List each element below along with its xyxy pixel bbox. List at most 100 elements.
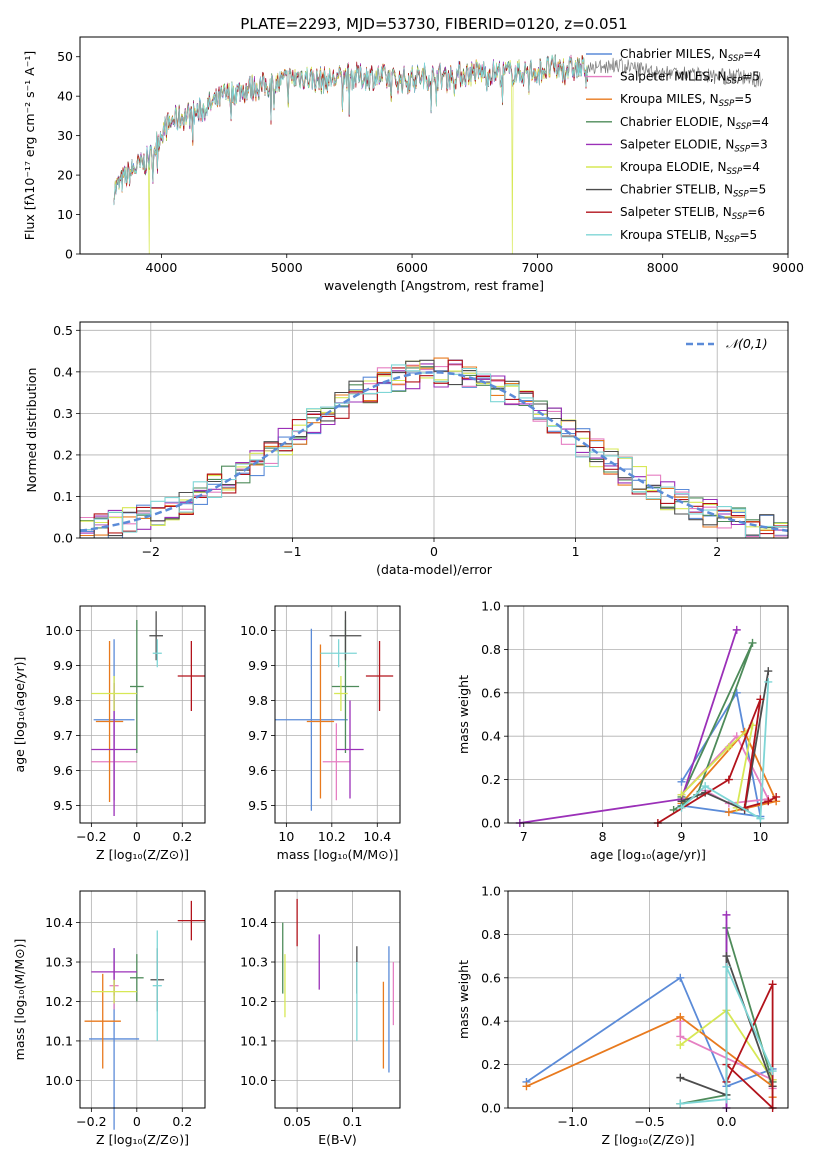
age_vs_mass-marks bbox=[275, 611, 394, 811]
y-tick-label: 0.0 bbox=[481, 1101, 501, 1116]
y-tick-label: 0.8 bbox=[481, 642, 501, 657]
axes-frame bbox=[79, 890, 206, 1109]
weight-point-marker bbox=[772, 792, 781, 801]
error-bar-point bbox=[177, 900, 205, 941]
weight-series-line bbox=[680, 681, 770, 821]
mass_vs_ebv-marks bbox=[282, 898, 395, 1073]
weight-point-marker bbox=[701, 782, 710, 791]
x-tick-label: −0.2 bbox=[76, 829, 106, 844]
weight_vs_Z-marks bbox=[522, 910, 777, 1112]
y-tick-label: 9.6 bbox=[248, 763, 268, 778]
error-bar-point bbox=[365, 641, 394, 711]
age_vs_Z-marks bbox=[91, 611, 205, 816]
y-tick-label: 9.9 bbox=[248, 658, 268, 673]
weight-point-marker bbox=[722, 1095, 731, 1104]
y-tick-label: 0.4 bbox=[481, 729, 501, 744]
weight_vs_age-marks bbox=[515, 625, 781, 827]
weight-point-marker bbox=[677, 803, 686, 812]
legend-entry: Kroupa STELIB, NSSP=5 bbox=[620, 228, 757, 245]
y-tick-label: 9.5 bbox=[248, 798, 268, 813]
y-tick-label: 0.6 bbox=[481, 685, 501, 700]
axes-frame bbox=[274, 605, 401, 824]
weight-series-line bbox=[725, 983, 774, 1111]
y-tick-label: 0.2 bbox=[481, 772, 501, 787]
error-bar-point bbox=[95, 641, 124, 802]
weight-point-marker bbox=[676, 1099, 685, 1108]
error-bar-point bbox=[334, 676, 348, 711]
axes-frame bbox=[79, 36, 789, 255]
weight-point-marker bbox=[676, 1073, 685, 1082]
y-axis-label: mass weight bbox=[456, 960, 471, 1039]
histogram-series bbox=[80, 363, 788, 539]
axes-frame bbox=[507, 890, 789, 1109]
weight-point-marker bbox=[722, 962, 731, 971]
error-bar-point bbox=[130, 954, 144, 1002]
y-tick-label: 9.9 bbox=[53, 658, 73, 673]
x-tick-label: 0 bbox=[133, 1114, 141, 1129]
y-tick-label: 10.4 bbox=[240, 915, 268, 930]
error-bar-point bbox=[322, 723, 350, 801]
weight-point-marker bbox=[768, 1067, 777, 1076]
weight-point-marker bbox=[522, 1082, 531, 1091]
age_vs_Z-panel: −0.2 0 0.2 9.5 9.6 9.7 9.8 9.9 10.0 Z [log₁₀(Z/Z⊙… bbox=[12, 605, 206, 862]
y-tick-label: 9.7 bbox=[248, 728, 268, 743]
x-tick-label: 0 bbox=[133, 829, 141, 844]
figure-title: PLATE=2293, MJD=53730, FIBERID=0120, z=0… bbox=[240, 15, 627, 33]
y-tick-label: 0.0 bbox=[481, 816, 501, 831]
weight-series-line bbox=[680, 730, 778, 813]
residuals-marks bbox=[79, 357, 789, 539]
y-tick-label: 9.6 bbox=[53, 763, 73, 778]
legend-entry: Chabrier STELIB, NSSP=5 bbox=[620, 183, 766, 200]
y-tick-label: 0.4 bbox=[53, 364, 73, 379]
axes-frame bbox=[274, 890, 401, 1109]
legend-entry: Salpeter ELODIE, NSSP=3 bbox=[620, 137, 768, 154]
x-tick-label: 7000 bbox=[521, 260, 553, 275]
weight-point-marker bbox=[722, 952, 731, 961]
error-bar-point bbox=[275, 628, 348, 811]
x-tick-label: 8 bbox=[599, 829, 607, 844]
y-tick-label: 10.3 bbox=[240, 955, 268, 970]
normal-reference-curve bbox=[79, 371, 789, 532]
y-tick-label: 10.0 bbox=[240, 1073, 268, 1088]
x-tick-label: 10.2 bbox=[318, 829, 346, 844]
weight_vs_Z-panel: −1.0 −0.5 0.0 0.0 0.2 0.4 0.6 0.8 1.0 Z [log₁₀(Z/… bbox=[456, 884, 789, 1147]
y-tick-label: 1.0 bbox=[481, 884, 501, 899]
axes-frame bbox=[79, 605, 206, 824]
weight-point-marker bbox=[724, 775, 733, 784]
error-bar-point bbox=[91, 676, 137, 711]
x-tick-label: 10.4 bbox=[363, 829, 391, 844]
x-tick-label: 10 bbox=[752, 829, 768, 844]
axes-frame bbox=[507, 605, 789, 824]
y-tick-label: 0 bbox=[65, 247, 73, 262]
weight-point-marker bbox=[676, 973, 685, 982]
weight-point-marker bbox=[764, 667, 773, 676]
error-bar-point bbox=[177, 641, 205, 711]
weight-series-line bbox=[525, 976, 773, 1088]
weight-series-line bbox=[657, 698, 777, 824]
x-tick-label: −0.5 bbox=[634, 1114, 664, 1129]
x-axis-label: Z [log₁₀(Z/Z⊙)] bbox=[96, 1132, 189, 1147]
y-axis-label: age [log₁₀(age/yr)] bbox=[12, 657, 27, 773]
y-tick-label: 0.3 bbox=[53, 406, 73, 421]
weight-point-marker bbox=[722, 910, 731, 919]
spectrum-line bbox=[113, 55, 588, 255]
y-tick-label: 10.0 bbox=[45, 1073, 73, 1088]
legend-entry: Kroupa ELODIE, NSSP=4 bbox=[620, 160, 760, 177]
y-tick-label: 50 bbox=[57, 49, 73, 64]
residual-legend: 𝒩(0,1) bbox=[686, 336, 768, 351]
x-tick-label: 9 bbox=[678, 829, 686, 844]
panels: 4000 5000 6000 7000 8000 900001020304050wavel… bbox=[12, 36, 804, 1147]
legend-entry: Chabrier ELODIE, NSSP=4 bbox=[620, 115, 769, 132]
weight-series-line bbox=[673, 642, 754, 811]
x-axis-label: Z [log₁₀(Z/Z⊙)] bbox=[96, 847, 189, 862]
x-tick-label: 1 bbox=[572, 544, 580, 559]
y-tick-label: 10.1 bbox=[240, 1033, 268, 1048]
error-bar-point bbox=[336, 700, 364, 799]
spectrum-marks bbox=[113, 54, 764, 255]
y-tick-label: 10.4 bbox=[45, 915, 73, 930]
y-tick-label: 1.0 bbox=[481, 599, 501, 614]
y-tick-label: 10.2 bbox=[240, 994, 268, 1009]
spectrum-panel: 4000 5000 6000 7000 8000 9000 0 10 20 30 40 50 wavel… bbox=[22, 36, 804, 293]
age_vs_mass-panel: 10 10.2 10.4 9.5 9.6 9.7 9.8 9.9 10.0 mass [log₁₀… bbox=[240, 605, 401, 862]
